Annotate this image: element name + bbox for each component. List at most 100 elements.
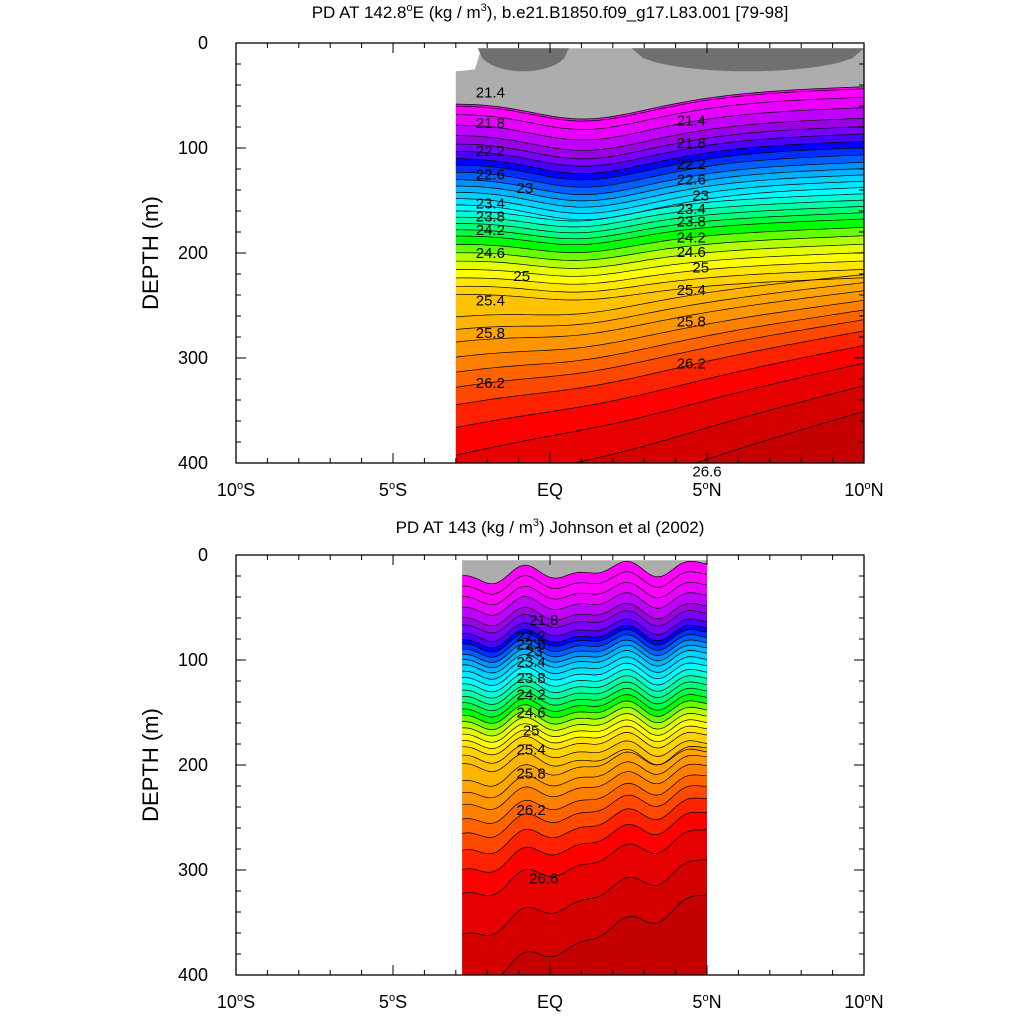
contour-band xyxy=(462,675,707,705)
contour-lines-top xyxy=(455,86,864,463)
contour-label: 24.6 xyxy=(677,244,706,261)
x-tick-label: 5oN xyxy=(692,480,721,500)
y-tick-label: 0 xyxy=(198,545,208,565)
contour-band xyxy=(462,639,707,668)
contour-label: 24.2 xyxy=(517,687,546,704)
contour-band xyxy=(462,764,707,824)
contour-line xyxy=(455,227,864,253)
contour-label: 21.8 xyxy=(529,612,558,629)
contour-band xyxy=(455,282,864,343)
contour-label: 21.8 xyxy=(677,135,706,152)
contour-band xyxy=(455,133,864,174)
contour-band xyxy=(462,681,707,711)
contour-line xyxy=(462,581,708,606)
contour-band xyxy=(462,812,707,896)
dark-grey-surface-patch xyxy=(631,48,864,72)
contour-band xyxy=(462,561,707,595)
y-tick-label: 0 xyxy=(198,33,208,53)
chart-title-top: PD AT 142.8oE (kg / m3), b.e21.B1850.f09… xyxy=(312,2,789,22)
contour-line xyxy=(462,634,708,658)
contour-line xyxy=(462,797,707,855)
contour-line xyxy=(500,894,708,975)
contour-label: 26.6 xyxy=(529,870,558,887)
contour-line xyxy=(462,610,708,634)
contour-line xyxy=(455,96,864,130)
contour-line xyxy=(462,811,708,873)
contour-line xyxy=(462,571,708,595)
x-tick-label: 5oS xyxy=(379,480,407,500)
x-tick-label: 10oS xyxy=(217,992,255,1012)
contour-line xyxy=(462,740,708,764)
contour-label: 24.2 xyxy=(677,229,706,246)
contour-band xyxy=(462,571,707,605)
contour-band xyxy=(455,97,864,140)
contour-band xyxy=(455,187,864,221)
contour-band xyxy=(455,212,864,245)
contour-line xyxy=(455,126,864,160)
contour-line xyxy=(455,174,864,208)
contour-line xyxy=(462,719,708,743)
contour-label: 21.8 xyxy=(476,115,505,132)
contour-band xyxy=(455,181,864,220)
contour-line xyxy=(455,107,864,141)
contour-label: 23.8 xyxy=(476,208,505,225)
contour-line xyxy=(462,829,708,897)
axis-ticks-bottom: 10oS 5oS EQ 5oN 10oN 0 100 200 300 400 xyxy=(178,545,884,1012)
contour-band xyxy=(462,582,707,616)
y-tick-label: 400 xyxy=(178,453,208,473)
y-axis-label-bottom: DEPTH (m) xyxy=(138,708,163,822)
contour-band xyxy=(455,147,864,188)
contour-line xyxy=(455,319,864,388)
contour-band xyxy=(455,154,864,195)
contour-line xyxy=(455,140,864,174)
contour-line xyxy=(455,168,864,202)
contour-band xyxy=(462,656,707,686)
y-tick-label: 200 xyxy=(178,755,208,775)
contour-label: 22.2 xyxy=(677,156,706,173)
contour-line xyxy=(462,700,708,724)
contour-line xyxy=(462,668,708,693)
contour-line xyxy=(455,243,864,269)
contour-band xyxy=(455,174,864,214)
chart-title-bottom: PD AT 143 (kg / m3) Johnson et al (2002) xyxy=(396,517,705,537)
contour-band xyxy=(455,107,864,151)
contour-band xyxy=(455,168,864,208)
axis-ticks-top: 10oS 5oS EQ 5oN 10oN 0 100 200 300 400 xyxy=(178,33,884,500)
contour-line xyxy=(455,206,864,234)
contour-line xyxy=(462,859,708,936)
y-tick-label: 200 xyxy=(178,243,208,263)
y-tick-label: 100 xyxy=(178,650,208,670)
contour-band xyxy=(455,319,864,405)
contour-band xyxy=(462,610,707,642)
contour-band-deepest xyxy=(695,411,864,463)
x-tick-label: EQ xyxy=(537,992,563,1012)
x-tick-label: 5oN xyxy=(692,992,721,1012)
contour-band xyxy=(455,193,864,227)
contour-line xyxy=(455,133,864,167)
contour-band xyxy=(455,86,864,122)
contour-line xyxy=(455,345,864,428)
x-tick-label: 5oS xyxy=(379,992,407,1012)
contour-label: 23.4 xyxy=(476,196,505,213)
contour-band xyxy=(462,629,707,658)
contour-band xyxy=(462,650,707,680)
contour-label: 25 xyxy=(513,268,530,285)
contour-line xyxy=(462,639,708,663)
contour-line xyxy=(462,687,708,712)
contour-band xyxy=(455,261,864,293)
contour-band xyxy=(462,719,707,749)
contour-line xyxy=(455,88,864,122)
contour-band xyxy=(462,713,707,743)
contour-line xyxy=(462,763,708,810)
contour-label: 24.6 xyxy=(517,705,546,722)
contour-line xyxy=(462,675,708,699)
contour-band xyxy=(462,785,707,854)
contour-line xyxy=(462,748,708,773)
panel-top: PD AT 142.8oE (kg / m3), b.e21.B1850.f09… xyxy=(138,2,884,500)
contour-line xyxy=(462,560,708,585)
contour-line xyxy=(462,694,708,718)
contour-band xyxy=(462,625,707,652)
contour-line xyxy=(455,277,864,301)
contour-label: 25.4 xyxy=(677,282,706,299)
